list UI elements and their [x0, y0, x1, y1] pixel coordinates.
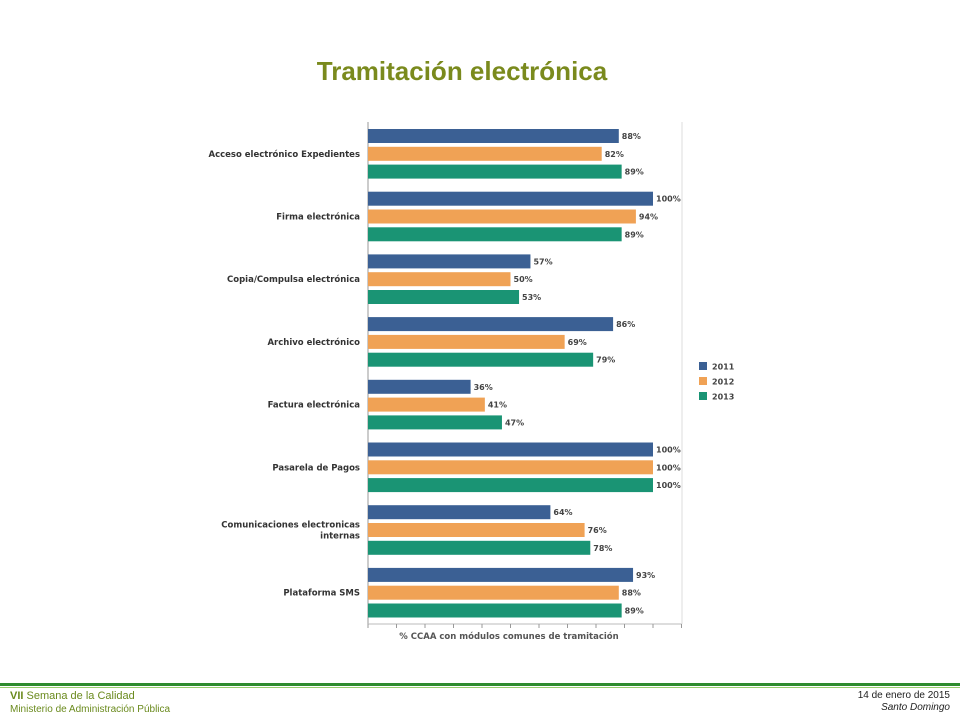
- category-label: Plataforma SMS: [283, 589, 360, 599]
- bar-2012: [368, 585, 619, 600]
- data-label: 78%: [593, 544, 612, 553]
- data-label: 100%: [656, 481, 681, 490]
- category-label: Comunicaciones electronicas internas: [221, 521, 360, 542]
- bar-2012: [368, 523, 585, 537]
- legend-label: 2012: [712, 378, 734, 387]
- bar-2013: [368, 540, 591, 555]
- data-label: 47%: [505, 418, 524, 427]
- bar-2011: [368, 505, 551, 520]
- footer-date: 14 de enero de 2015: [857, 690, 950, 701]
- bar-2013: [368, 415, 502, 430]
- bar-2012: [368, 209, 636, 224]
- data-label: 82%: [605, 150, 624, 159]
- bar-2011: [368, 191, 653, 206]
- bar-2012: [368, 460, 653, 475]
- data-label: 53%: [522, 293, 541, 302]
- data-label: 79%: [596, 356, 615, 365]
- legend-label: 2011: [712, 363, 735, 372]
- bar-2012: [368, 397, 485, 412]
- footer-date-place: 14 de enero de 2015 Santo Domingo: [858, 690, 950, 714]
- bar-2013: [368, 290, 520, 304]
- legend-swatch-2011: [699, 362, 707, 370]
- category-label: Factura electrónica: [268, 400, 361, 411]
- data-label: 100%: [656, 463, 681, 472]
- data-label: 50%: [514, 275, 533, 284]
- bar-2012: [368, 334, 565, 349]
- footer-event-name: Semana de la Calidad: [26, 690, 135, 702]
- bar-2011: [368, 254, 531, 269]
- category-label: Archivo electrónico: [267, 337, 360, 348]
- bar-2012: [368, 146, 602, 161]
- data-label: 100%: [656, 195, 681, 204]
- page-title: Tramitación electrónica: [316, 56, 608, 86]
- data-label: 88%: [622, 589, 641, 598]
- category-label: Pasarela de Pagos: [272, 463, 360, 473]
- footer-event: VII Semana de la Calidad Ministerio de A…: [10, 690, 170, 716]
- bar-2011: [368, 317, 614, 332]
- footer-rule-secondary: [0, 687, 960, 688]
- data-label: 89%: [625, 168, 644, 177]
- footer-rule: [0, 683, 960, 686]
- data-label: 76%: [588, 526, 607, 535]
- data-label: 89%: [625, 607, 644, 616]
- data-label: 89%: [625, 230, 644, 239]
- data-label: 93%: [636, 571, 655, 580]
- data-label: 57%: [533, 257, 552, 266]
- legend-swatch-2012: [699, 377, 707, 385]
- data-label: 69%: [568, 338, 587, 347]
- bar-2011: [368, 379, 471, 394]
- footer-place: Santo Domingo: [881, 702, 950, 713]
- footer-event-number: VII: [10, 690, 24, 702]
- bar-2013: [368, 603, 622, 618]
- data-label: 94%: [639, 213, 658, 222]
- bar-2011: [368, 567, 634, 582]
- data-label: 64%: [553, 508, 572, 517]
- data-label: 36%: [474, 383, 493, 392]
- data-label: 41%: [488, 401, 507, 410]
- bar-2013: [368, 352, 594, 367]
- category-label: Copia/Compulsa electrónica: [227, 274, 360, 285]
- data-label: 88%: [622, 132, 641, 141]
- bar-2013: [368, 164, 622, 179]
- legend-swatch-2013: [699, 392, 707, 400]
- bar-chart: Acceso electrónico Expedientes Firma elec…: [209, 122, 735, 642]
- bar-2012: [368, 272, 511, 287]
- bar-2013: [368, 478, 653, 493]
- bar-2013: [368, 227, 622, 242]
- category-label: Acceso electrónico Expedientes: [209, 149, 361, 160]
- legend-label: 2013: [712, 393, 734, 402]
- bar-2011: [368, 129, 619, 143]
- bar-2011: [368, 442, 653, 457]
- category-label: Firma electrónica: [276, 212, 360, 223]
- data-label: 86%: [616, 320, 635, 329]
- x-axis-label: % CCAA con módulos comunes de tramitació…: [399, 631, 618, 642]
- footer-ministry: Ministerio de Administración Pública: [10, 704, 171, 715]
- data-label: 100%: [656, 446, 681, 455]
